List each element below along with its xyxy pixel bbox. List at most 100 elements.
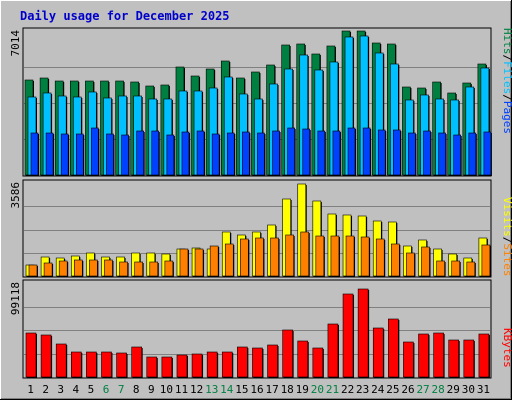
day-label: 26 [401,383,414,396]
bar-pages [45,132,54,176]
bar-sites [134,261,143,277]
panel-kbytes-axis-legend: KBytes [501,328,512,368]
bar-sites [73,259,83,277]
chart-title: Daily usage for December 2025 [20,9,230,23]
bar-sites [270,237,279,277]
day-label: 17 [265,383,278,396]
bar-kbytes [161,356,173,378]
bar-kbytes [267,344,278,378]
bar-kbytes [191,353,203,378]
bar-pages [362,127,371,176]
bar-sites [89,259,98,277]
bar-sites [481,244,491,277]
panel-kbytes-bars [25,288,490,378]
bar-sites [330,235,340,277]
bar-sites [466,261,476,277]
bar-pages [377,129,386,176]
bar-pages [257,132,265,176]
panel-visits-axis-legend: Visits/Sites [501,197,512,277]
bar-pages [423,130,431,176]
bar-kbytes [342,293,354,378]
bar-sites [240,238,249,277]
day-label: 4 [73,383,80,396]
legend-pages: Pages [501,101,512,134]
day-label: 30 [462,383,475,396]
bar-kbytes [55,343,67,378]
bar-sites [360,236,370,277]
day-label: 15 [235,383,248,396]
bar-pages [483,131,492,176]
legend-separator: / [501,94,512,101]
bar-sites [345,235,355,277]
day-label: 19 [296,383,309,396]
bar-pages [75,133,84,176]
bar-kbytes [86,351,97,378]
bar-pages [272,130,280,176]
bar-kbytes [40,334,52,378]
panel-visits-ymax-label: 3586 [9,182,22,209]
day-label: 1 [27,383,34,396]
bar-pages [287,127,295,176]
bar-kbytes [357,288,369,378]
bar-pages [136,130,144,176]
bar-kbytes [252,347,263,378]
legend-files: Files [501,61,512,94]
panel-hits-axis-legend: Hits/Files/Pages [501,28,512,134]
bar-sites [451,260,461,277]
bar-pages [166,134,175,176]
bar-kbytes [101,351,112,378]
bar-sites [315,235,325,277]
bar-kbytes [372,327,384,378]
legend-hits: Hits [501,28,512,55]
panel-hits-bars [24,30,492,176]
legend-separator: / [501,55,512,62]
day-label: 12 [190,383,203,396]
bar-pages [453,134,462,176]
panel-visits-sites: 3586 Visits/Sites [9,179,512,278]
bar-kbytes [297,340,309,378]
bar-pages [347,127,356,176]
bar-pages [121,134,129,176]
bar-kbytes [312,347,324,378]
bar-kbytes [463,339,475,378]
bar-kbytes [448,339,460,378]
bar-pages [226,132,235,176]
day-label: 25 [386,383,399,396]
bar-sites [28,264,38,277]
bar-kbytes [388,318,399,378]
bar-pages [408,132,416,176]
day-label: 13 [205,383,218,396]
bar-pages [302,128,311,176]
day-label: 11 [175,383,188,396]
day-label: 28 [432,383,445,396]
bar-sites [406,252,415,277]
bar-pages [242,131,250,176]
bar-pages [211,133,220,176]
bar-sites [119,261,128,277]
bar-kbytes [146,356,158,378]
bar-pages [438,132,446,176]
day-label: 29 [447,383,460,396]
bar-sites [209,245,219,277]
legend-visits: Visits [501,197,512,237]
day-label: 23 [356,383,369,396]
bar-sites [43,262,53,277]
panel-visits-bars [25,183,491,277]
day-label: 24 [371,383,385,396]
bar-pages [468,132,477,176]
bar-sites [194,248,204,277]
bar-sites [300,231,310,277]
bar-kbytes [478,333,490,378]
bar-pages [106,133,114,176]
bar-pages [91,127,99,176]
bar-kbytes [221,351,233,378]
day-label: 21 [326,383,339,396]
day-label: 22 [341,383,354,396]
legend-separator: / [501,237,512,244]
bar-pages [60,133,69,176]
bar-kbytes [403,341,414,378]
bar-sites [421,246,430,277]
bar-kbytes [131,346,142,378]
day-label: 9 [148,383,155,396]
